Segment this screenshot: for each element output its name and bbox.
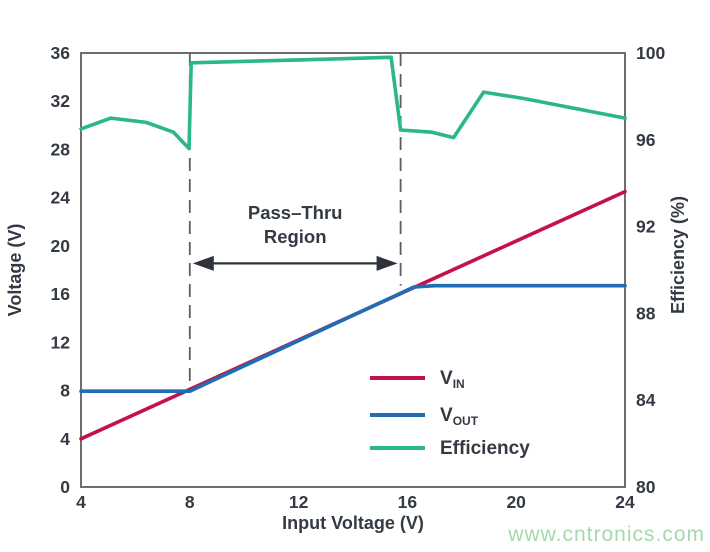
efficiency-line [79,55,627,151]
legend-label-vout: VOUT [440,405,479,428]
y-left-tick-label: 28 [51,139,71,159]
x-tick-label: 4 [76,492,86,512]
vout-line [79,283,627,394]
x-tick-label: 12 [289,492,309,512]
arrow-left-head-icon [192,255,214,271]
y-left-tick-label: 36 [51,43,71,63]
y-right-axis-title: Efficiency (%) [668,196,688,314]
plot-frame [80,52,626,488]
x-tick-label: 16 [398,492,418,512]
x-tick-label: 24 [615,492,635,512]
y-left-tick-label: 32 [51,91,71,111]
y-left-tick-label: 4 [60,429,70,449]
arrow-right-head-icon [376,255,398,271]
y-left-tick-label: 8 [60,381,70,401]
watermark: www.cntronics.com [508,523,705,546]
legend-label-vin: VIN [440,368,465,391]
y-right-tick-label: 80 [636,477,656,497]
y-left-tick-label: 16 [51,284,71,304]
y-left-axis-title: Voltage (V) [5,224,25,317]
y-left-tick-label: 20 [51,236,71,256]
pass-thru-label-line2: Region [264,226,327,247]
y-right-tick-label: 84 [636,390,656,410]
y-right-tick-label: 88 [636,303,656,323]
x-tick-label: 20 [506,492,526,512]
y-left-tick-label: 24 [51,188,71,208]
y-left-tick-label: 12 [51,332,71,352]
y-right-tick-label: 96 [636,130,656,150]
y-right-tick-label: 100 [636,43,665,63]
legend-label-efficiency: Efficiency [440,438,530,459]
y-left-tick-label: 0 [60,477,70,497]
pass-thru-label-line1: Pass–Thru [248,202,343,223]
x-tick-label: 8 [185,492,195,512]
x-axis-title: Input Voltage (V) [282,513,424,533]
y-right-tick-label: 92 [636,217,656,237]
